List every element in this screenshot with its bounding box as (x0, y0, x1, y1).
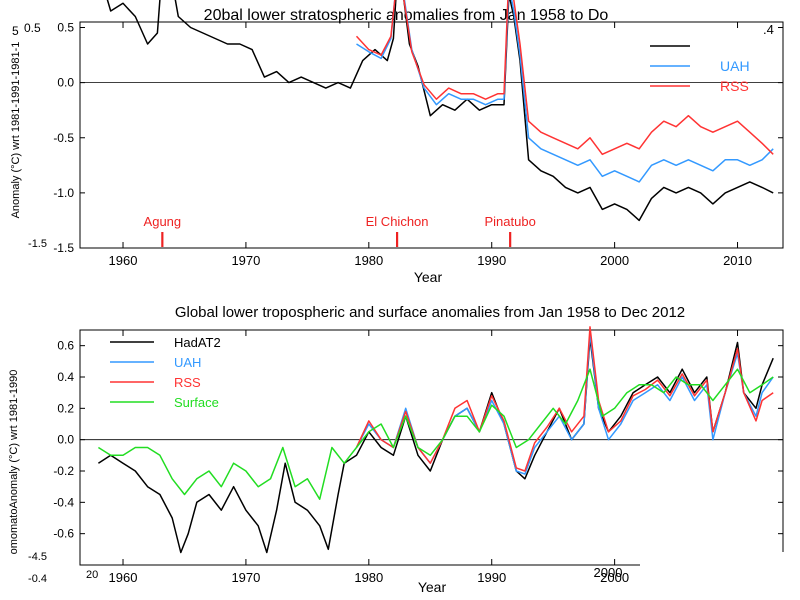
tropospheric-x-tick-label: 2000 (600, 570, 629, 585)
tropospheric-x-tick-label: 1990 (477, 570, 506, 585)
top-right-fragment: .4 (763, 22, 774, 37)
stratospheric-edge-tick: -1.5 (28, 238, 47, 250)
stratospheric-x-tick-label: 2000 (600, 253, 629, 268)
stratospheric-y-tick-label: 0.0 (57, 76, 74, 90)
tropospheric-plot-frame (79, 329, 784, 566)
tropospheric-y-tick-label: 0.2 (57, 401, 74, 415)
tropospheric-y-tick-label: 0.6 (57, 339, 74, 353)
stratospheric-y-tick-label: -1.5 (53, 241, 74, 255)
top-left-tick-fragment: 0.5 (24, 21, 41, 35)
tropospheric-y-tick-label: -0.4 (53, 495, 74, 509)
tropospheric-legend-label: RSS (174, 375, 201, 390)
stratospheric-annotation-label: Pinatubo (484, 214, 535, 229)
tropospheric-title: Global lower tropospheric and surface an… (175, 304, 685, 321)
tropospheric-panel: Global lower tropospheric and surface an… (8, 304, 800, 595)
stratospheric-x-tick-label: 1960 (109, 253, 138, 268)
tropospheric-y-tick-label: -0.2 (53, 464, 74, 478)
stratospheric-plot-frame (79, 21, 784, 249)
stratospheric-x-tick-label: 1980 (354, 253, 383, 268)
tropospheric-y-tick-label: 0.4 (57, 370, 74, 384)
stratospheric-x-tick-label: 1990 (477, 253, 506, 268)
stratospheric-panel: 20bal lower stratospheric anomalies from… (10, 0, 784, 285)
bottom-xtick-fragment: 20 (86, 569, 98, 581)
tropospheric-x-axis-label: Year (418, 579, 447, 595)
bottom-left-tick-1: -4.5 (28, 551, 47, 563)
tropospheric-x-tick-label: 1960 (109, 570, 138, 585)
tropospheric-x-tick-label: 1980 (354, 570, 383, 585)
tropospheric-legend-label: HadAT2 (174, 335, 221, 350)
stratospheric-annotation-label: Agung (144, 214, 182, 229)
stratospheric-y-axis-label: Anomaly (°C) wrt 1981-1991-1981-1 (10, 42, 22, 219)
tropospheric-x-tick-label-2000: 2000 (594, 565, 623, 580)
stratospheric-series-rss (355, 0, 774, 156)
stratospheric-x-tick-label: 1970 (231, 253, 260, 268)
tropospheric-y-axis-label: omomatoAnomaly (°C) wrt 1981-1990 (8, 370, 20, 555)
stratospheric-annotation-label: El Chichon (366, 214, 429, 229)
stratospheric-legend-label: RSS (720, 78, 749, 94)
tropospheric-crop-patch (640, 552, 800, 582)
tropospheric-series-rss (355, 326, 774, 472)
tropospheric-x-tick-label: 1970 (231, 570, 260, 585)
tropospheric-y-tick-label: 0.0 (57, 433, 74, 447)
stratospheric-x-tick-label: 2010 (723, 253, 752, 268)
top-left-tick-fragment-2: 5 (12, 24, 19, 38)
tropospheric-series-hadat2 (97, 337, 774, 554)
stratospheric-x-axis-label: Year (414, 269, 443, 285)
tropospheric-series-surface (97, 368, 774, 500)
stratospheric-y-tick-label: 0.5 (57, 21, 74, 35)
bottom-left-tick-2: -0.4 (28, 573, 47, 585)
tropospheric-legend-label: UAH (174, 355, 201, 370)
tropospheric-legend-label: Surface (174, 395, 219, 410)
stratospheric-y-tick-label: -0.5 (53, 131, 74, 145)
stratospheric-legend-label: UAH (720, 58, 750, 74)
stratospheric-y-tick-label: -1.0 (53, 186, 74, 200)
stratospheric-series-hadat2 (106, 0, 774, 222)
tropospheric-y-tick-label: -0.6 (53, 527, 74, 541)
